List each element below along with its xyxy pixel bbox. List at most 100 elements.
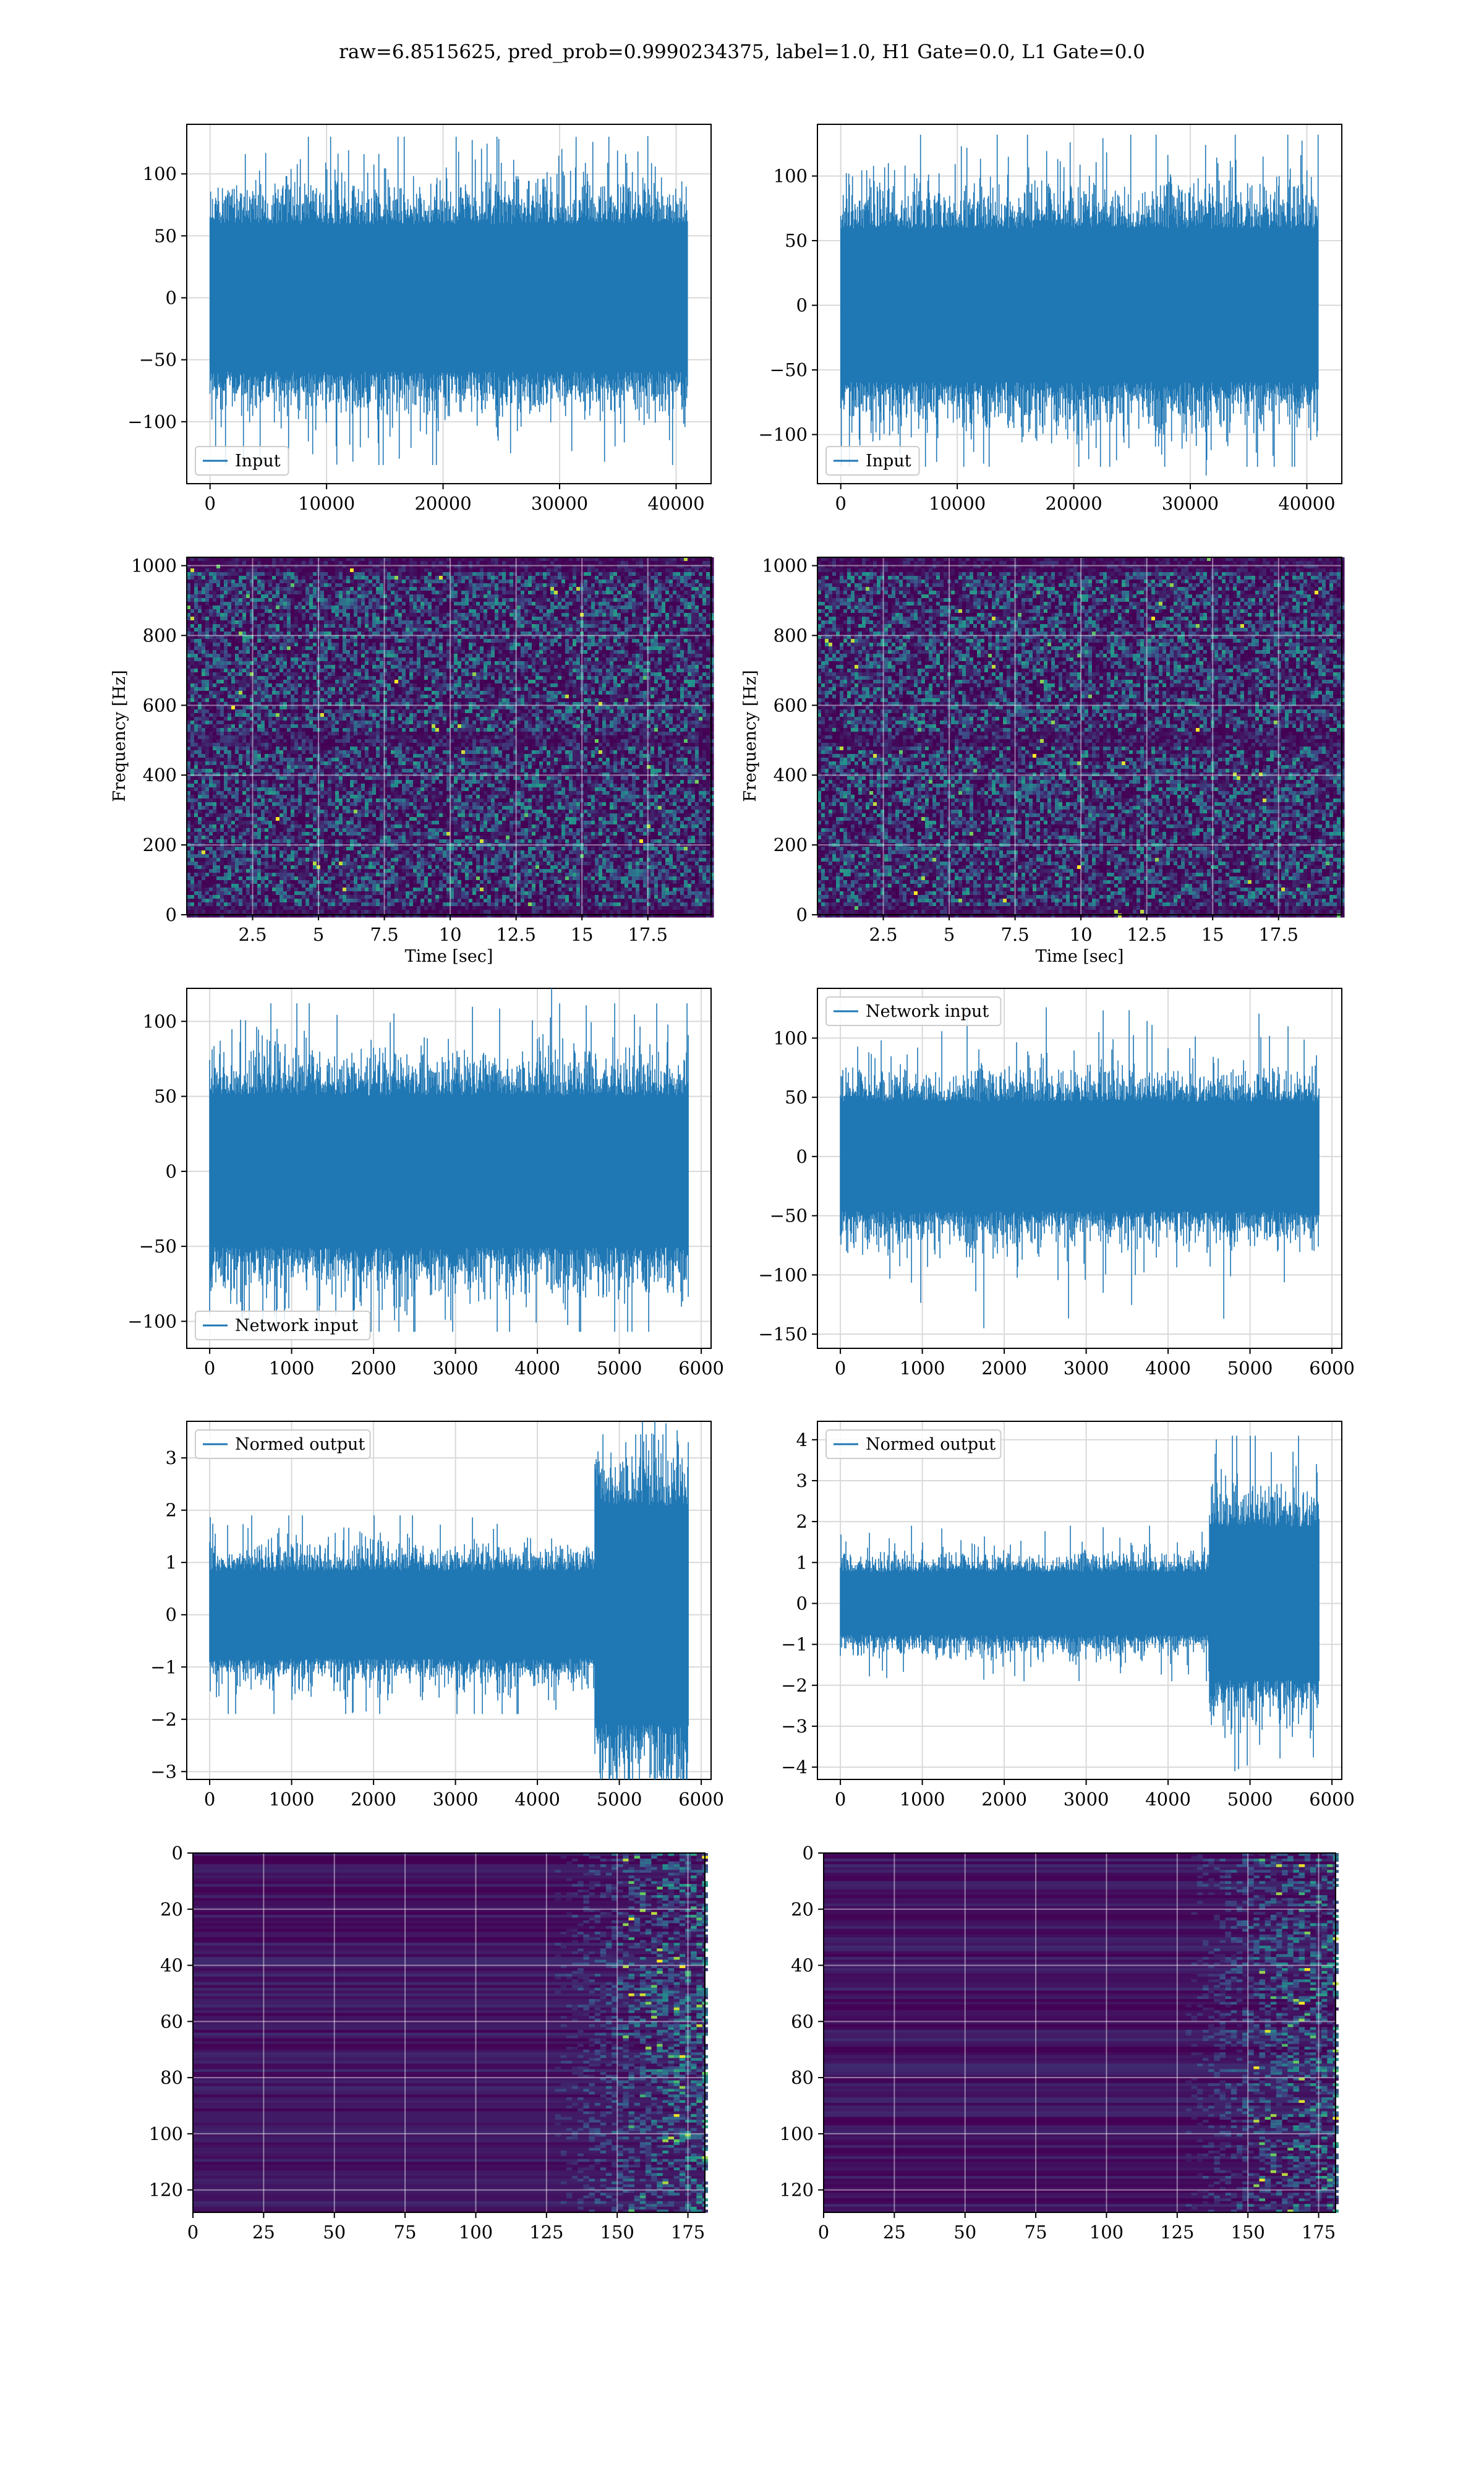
r3c1-series-line	[210, 980, 688, 1332]
r1c1-ytick-label-2: 0	[166, 287, 177, 308]
r3c1-xtick-label-0: 0	[204, 1358, 215, 1379]
r4c1-chart: 0 1000 2000 3000 4000 5000 6000−3−2−10123Norme…	[150, 1338, 724, 1810]
r5c2-xtick-label-0: 0	[818, 2222, 829, 2243]
r2c2-ytick-label-1: 200	[774, 834, 808, 855]
r4c1-ytick-label-2: −1	[150, 1656, 177, 1677]
r1c1-ytick-label-0: −100	[127, 411, 177, 432]
r1c2-series-line	[841, 135, 1318, 476]
r1c2-xtick-label-1: 10000	[929, 493, 986, 514]
r3c1-ytick-label-3: 50	[154, 1086, 177, 1107]
r2c2-ylabel: Frequency [Hz]	[741, 670, 760, 802]
r5c2-ytick-label-2: 40	[791, 1955, 814, 1976]
r2c1-ytick-label-4: 800	[143, 625, 177, 646]
r4c1-ytick-label-0: −3	[150, 1761, 177, 1782]
r1c1-series-line	[210, 136, 688, 465]
r5c2-xtick-label-4: 100	[1090, 2222, 1124, 2243]
r1c2-xtick-label-3: 30000	[1162, 493, 1219, 514]
r4c1-legend-label: Normed output	[235, 1435, 365, 1454]
r4c2-legend-label: Normed output	[866, 1435, 996, 1454]
r4c1-ytick-label-6: 3	[166, 1447, 177, 1468]
r3c1-xtick-label-2: 2000	[351, 1358, 396, 1379]
r2c2-ytick-label-3: 600	[774, 695, 808, 716]
r1c2-xtick-label-0: 0	[835, 493, 846, 514]
r1c1-xtick-label-1: 10000	[298, 493, 355, 514]
r3c2-xtick-label-5: 5000	[1227, 1358, 1273, 1379]
r2c1-xlabel: Time [sec]	[405, 947, 493, 966]
r1c2-ytick-label-3: 50	[785, 230, 808, 251]
r2c2-xtick-label-3: 10	[1070, 924, 1093, 945]
r2c2-xtick-label-5: 15	[1201, 924, 1224, 945]
r5c1-xtick-label-7: 175	[671, 2222, 705, 2243]
r3c2-series-line	[840, 1008, 1319, 1329]
r2c1-xtick-label-0: 2.5	[238, 924, 267, 945]
r3c2-xtick-label-3: 3000	[1064, 1358, 1109, 1379]
r3c2-xtick-label-1: 1000	[900, 1358, 945, 1379]
r5c1-ytick-label-3: 60	[160, 2011, 183, 2032]
r2c2-ytick-label-0: 0	[796, 904, 808, 925]
r5c2-xtick-label-2: 50	[953, 2222, 976, 2243]
r5c2-xtick-label-6: 150	[1231, 2222, 1265, 2243]
r2c2-xlabel: Time [sec]	[1036, 947, 1124, 966]
r3c2-xtick-label-6: 6000	[1309, 1358, 1355, 1379]
r4c1-xtick-label-3: 3000	[433, 1789, 479, 1810]
r2c1-xtick-label-2: 7.5	[370, 924, 399, 945]
r2c1-ylabel: Frequency [Hz]	[110, 670, 129, 802]
r4c1-xtick-label-0: 0	[204, 1789, 215, 1810]
r5c2-xtick-label-7: 175	[1302, 2222, 1336, 2243]
r3c2-xtick-label-2: 2000	[981, 1358, 1027, 1379]
r4c2-xtick-label-5: 5000	[1227, 1789, 1273, 1810]
r2c1-xtick-label-4: 12.5	[496, 924, 536, 945]
r2c1-xtick-label-6: 17.5	[628, 924, 668, 945]
r3c1-xtick-label-1: 1000	[269, 1358, 315, 1379]
r4c1-xtick-label-5: 5000	[597, 1789, 642, 1810]
r2c1-xtick-label-5: 15	[571, 924, 594, 945]
r5c2-xtick-label-1: 25	[883, 2222, 906, 2243]
r3c2-legend-label: Network input	[866, 1002, 989, 1021]
r2c2-chart: 2.5 5 7.5 10 12.5 15 17.502004006008001000Time…	[741, 555, 1345, 966]
r4c2-xtick-label-1: 1000	[900, 1789, 945, 1810]
r5c2-heatmap-cells	[824, 1853, 1339, 2212]
r3c1-xtick-label-3: 3000	[433, 1358, 479, 1379]
r5c2-ytick-label-1: 20	[791, 1899, 814, 1920]
r3c2-chart: 0 1000 2000 3000 4000 5000 6000−150−100−500501…	[758, 988, 1355, 1379]
r5c1-xtick-label-6: 150	[600, 2222, 634, 2243]
r4c2-xtick-label-3: 3000	[1064, 1789, 1109, 1810]
r5c1-ytick-label-6: 120	[149, 2180, 183, 2201]
r3c1-xtick-label-5: 5000	[597, 1358, 642, 1379]
r3c2-ytick-label-3: 0	[796, 1146, 808, 1167]
r1c2-ytick-label-1: −50	[770, 359, 808, 380]
r4c2-ytick-label-4: 0	[796, 1593, 808, 1614]
r5c1-ytick-label-0: 0	[172, 1843, 183, 1864]
r4c2-ytick-label-8: 4	[796, 1429, 808, 1450]
r3c1-ytick-label-0: −100	[127, 1311, 177, 1332]
r1c2-legend-label: Input	[866, 452, 911, 471]
r3c1-xtick-label-4: 4000	[514, 1358, 560, 1379]
r4c2-ytick-label-3: −1	[781, 1634, 808, 1655]
r5c2-ytick-label-4: 80	[791, 2067, 814, 2088]
r3c1-ytick-label-4: 100	[143, 1011, 177, 1032]
r4c2-ytick-label-0: −4	[781, 1757, 808, 1778]
r3c1-ytick-label-1: −50	[139, 1236, 177, 1257]
r2c1-ytick-label-3: 600	[143, 695, 177, 716]
r2c1-ytick-label-5: 1000	[131, 555, 177, 576]
r1c1-ytick-label-4: 100	[143, 163, 177, 184]
r5c1-xtick-label-1: 25	[252, 2222, 275, 2243]
r5c1-xtick-label-4: 100	[459, 2222, 493, 2243]
r4c2-xtick-label-2: 2000	[981, 1789, 1027, 1810]
r4c2-ytick-label-7: 3	[796, 1470, 808, 1491]
r1c1-ytick-label-1: −50	[139, 349, 177, 370]
r1c2-ytick-label-0: −100	[758, 424, 808, 445]
r4c1-xtick-label-6: 6000	[678, 1789, 724, 1810]
r1c1-legend-label: Input	[235, 452, 281, 471]
r2c2-xtick-label-2: 7.5	[1001, 924, 1030, 945]
r5c1-ytick-label-2: 40	[160, 1955, 183, 1976]
r4c1-series-line	[210, 1338, 688, 1805]
r5c2-ytick-label-6: 120	[780, 2180, 814, 2201]
r4c2-ytick-label-5: 1	[796, 1552, 808, 1573]
r2c2-ytick-label-4: 800	[774, 625, 808, 646]
